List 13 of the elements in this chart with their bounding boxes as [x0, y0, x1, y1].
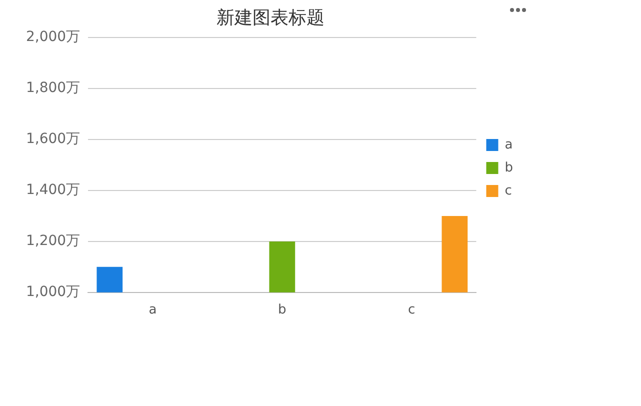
y-tick-label: 2,000万	[26, 29, 80, 46]
legend-label: c	[504, 183, 512, 198]
y-tick-label: 1,400万	[26, 182, 80, 198]
legend-label: b	[504, 160, 514, 176]
x-tick-label: b	[278, 302, 286, 318]
legend-label: a	[504, 137, 513, 152]
x-tick-label: c	[408, 302, 416, 318]
y-tick-label: 1,000万	[26, 284, 80, 300]
y-tick-label: 1,600万	[26, 131, 80, 148]
y-tick-label: 1,200万	[26, 233, 80, 250]
chart-title: 新建图表标题	[216, 7, 324, 28]
x-tick-label: a	[148, 302, 157, 318]
y-tick-label: 1,800万	[26, 80, 80, 96]
